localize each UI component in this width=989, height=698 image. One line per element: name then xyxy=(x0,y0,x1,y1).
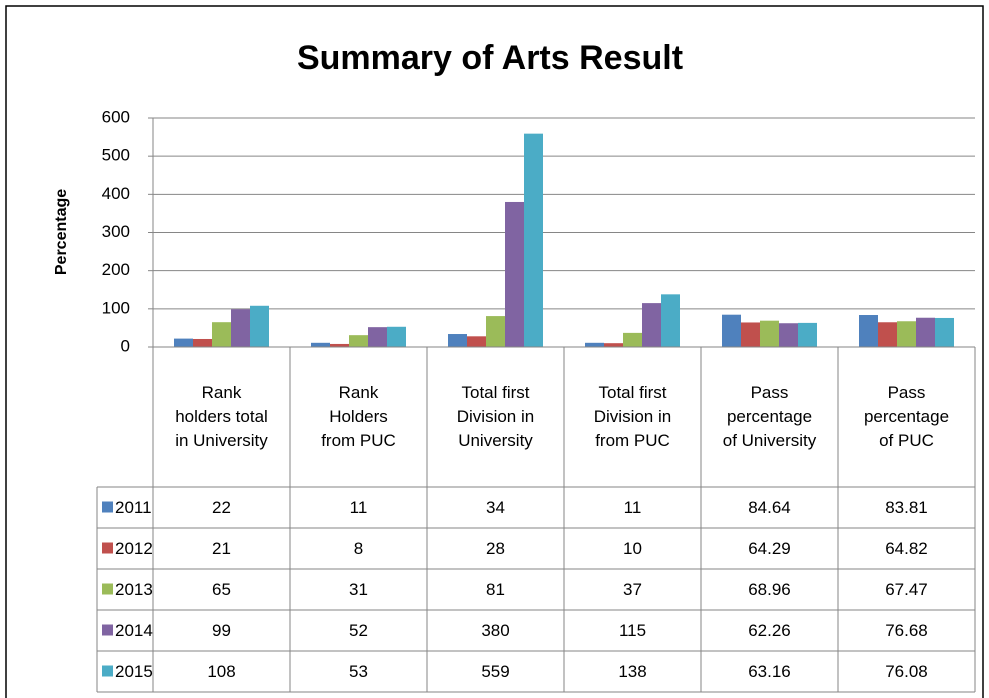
table-value: 84.64 xyxy=(748,498,791,517)
category-label: Pass percentage of University xyxy=(701,347,838,487)
bar xyxy=(330,343,349,347)
y-tick-label: 500 xyxy=(102,146,130,165)
bar xyxy=(231,309,250,347)
table-value: 52 xyxy=(349,621,368,640)
table-value: 99 xyxy=(212,621,231,640)
category-text: Total first Division in University xyxy=(456,383,535,450)
bar xyxy=(741,322,760,347)
bar xyxy=(467,336,486,347)
table-value: 10 xyxy=(623,539,642,558)
table-value: 138 xyxy=(618,662,646,681)
table-value: 53 xyxy=(349,662,368,681)
y-axis-label: Percentage xyxy=(53,189,70,275)
table-value: 37 xyxy=(623,580,642,599)
legend-label: 2014 xyxy=(115,621,153,640)
bar xyxy=(661,294,680,347)
table-value: 81 xyxy=(486,580,505,599)
table-value: 380 xyxy=(481,621,509,640)
bar xyxy=(604,343,623,347)
table-value: 21 xyxy=(212,539,231,558)
bar xyxy=(349,335,368,347)
bar xyxy=(174,338,193,347)
category-label: Total first Division in from PUC xyxy=(564,347,701,487)
bar xyxy=(486,316,505,347)
bar xyxy=(642,303,661,347)
bar xyxy=(250,305,269,347)
table-value: 11 xyxy=(624,498,642,517)
table-value: 8 xyxy=(354,539,363,558)
table-value: 22 xyxy=(212,498,231,517)
category-text: Pass percentage of University xyxy=(722,383,817,450)
y-tick-label: 200 xyxy=(102,260,130,279)
bar xyxy=(623,332,642,347)
table-value: 68.96 xyxy=(748,580,791,599)
table-value: 67.47 xyxy=(885,580,928,599)
bar xyxy=(859,315,878,347)
y-tick-label: 400 xyxy=(102,184,130,203)
legend-swatch xyxy=(102,501,113,513)
category-text: Total first Division in from PUC xyxy=(593,383,672,450)
table-value: 11 xyxy=(350,498,368,517)
bar xyxy=(878,322,897,347)
category-text: Pass percentage of PUC xyxy=(863,383,950,450)
legend-label: 2011 xyxy=(115,498,152,517)
table-value: 76.08 xyxy=(885,662,928,681)
bar xyxy=(368,327,387,347)
category-label: Rank Holders from PUC xyxy=(290,347,427,487)
table-value: 115 xyxy=(619,621,646,640)
bar xyxy=(193,338,212,347)
y-tick-label: 100 xyxy=(102,298,130,317)
y-tick-label: 300 xyxy=(102,222,130,241)
category-label: Total first Division in University xyxy=(427,347,564,487)
bar xyxy=(722,314,741,347)
bar xyxy=(387,326,406,347)
table-value: 76.68 xyxy=(885,621,928,640)
table-value: 64.82 xyxy=(885,539,928,558)
legend-swatch xyxy=(102,583,113,595)
category-text: Rank Holders from PUC xyxy=(321,383,396,450)
legend-label: 2012 xyxy=(115,539,153,558)
chart-title: Summary of Arts Result xyxy=(297,39,683,77)
table-value: 83.81 xyxy=(885,498,928,517)
category-text: Rank holders total in University xyxy=(175,383,268,450)
chart-border xyxy=(5,5,984,698)
bar xyxy=(798,322,817,347)
bar xyxy=(760,320,779,347)
table-value: 559 xyxy=(481,662,509,681)
bar xyxy=(524,133,543,347)
bar xyxy=(448,334,467,347)
table-value: 34 xyxy=(486,498,505,517)
bar xyxy=(505,201,524,347)
table-value: 63.16 xyxy=(748,662,791,681)
legend-swatch xyxy=(102,624,113,636)
y-tick-label: 0 xyxy=(121,336,130,355)
legend-label: 2015 xyxy=(115,662,153,681)
table-value: 64.29 xyxy=(748,539,791,558)
bar xyxy=(935,317,954,347)
bar xyxy=(212,322,231,347)
bar xyxy=(585,342,604,347)
table-value: 62.26 xyxy=(748,621,791,640)
legend-swatch xyxy=(102,665,113,677)
bar xyxy=(916,317,935,347)
legend-label: 2013 xyxy=(115,580,153,599)
bar xyxy=(311,342,330,347)
bar xyxy=(779,323,798,347)
table-value: 108 xyxy=(207,662,235,681)
y-tick-label: 600 xyxy=(102,107,130,126)
table-value: 31 xyxy=(349,580,368,599)
category-label: Pass percentage of PUC xyxy=(838,347,975,487)
category-label: Rank holders total in University xyxy=(153,347,290,487)
table-value: 65 xyxy=(212,580,231,599)
table-value: 28 xyxy=(486,539,505,558)
legend-swatch xyxy=(102,542,113,554)
bar xyxy=(897,321,916,347)
